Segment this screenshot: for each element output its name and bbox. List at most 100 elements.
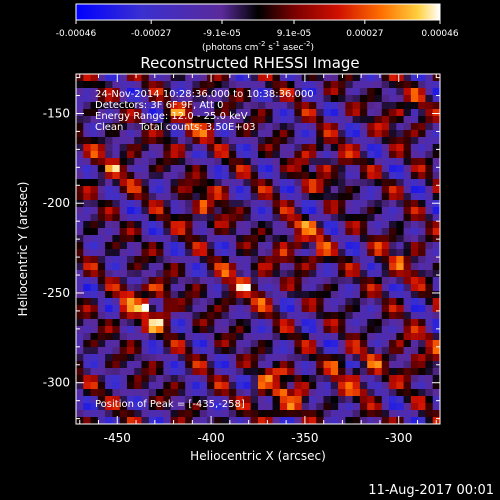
heatmap-cell bbox=[126, 207, 135, 215]
heatmap-cell bbox=[381, 235, 390, 243]
heatmap-cell bbox=[105, 116, 113, 124]
colorbar: -0.00046 -0.00027 -9.1e-05 9.1e-05 0.00027 0.… bbox=[56, 3, 459, 53]
heatmap-cell bbox=[294, 347, 303, 355]
heatmap-cell bbox=[170, 102, 179, 110]
heatmap-cell bbox=[177, 312, 186, 320]
heatmap-cell bbox=[352, 382, 361, 390]
heatmap-cell bbox=[432, 221, 441, 229]
heatmap-cell bbox=[250, 88, 259, 96]
heatmap-cell bbox=[294, 102, 303, 110]
heatmap-cell bbox=[90, 403, 99, 411]
heatmap-cell bbox=[185, 305, 193, 313]
heatmap-cell bbox=[119, 179, 128, 187]
heatmap-cell bbox=[432, 305, 441, 313]
heatmap-cell bbox=[367, 375, 375, 383]
heatmap-cell bbox=[126, 123, 135, 131]
heatmap-cell bbox=[381, 312, 390, 320]
heatmap-cell bbox=[410, 242, 419, 250]
heatmap-cell bbox=[185, 151, 193, 159]
heatmap-cell bbox=[294, 137, 303, 145]
heatmap-cell bbox=[170, 123, 179, 131]
heatmap-cell bbox=[403, 389, 412, 397]
heatmap-cell bbox=[272, 249, 281, 257]
heatmap-cell bbox=[279, 284, 288, 292]
heatmap-cell bbox=[338, 207, 346, 215]
heatmap-cell bbox=[345, 221, 354, 229]
heatmap-cell bbox=[352, 109, 361, 117]
heatmap-cell bbox=[83, 74, 91, 82]
heatmap-cell bbox=[316, 88, 324, 96]
heatmap-cell bbox=[119, 88, 128, 96]
heatmap-cell bbox=[323, 172, 332, 180]
heatmap-cell bbox=[389, 417, 397, 425]
heatmap-cell bbox=[90, 116, 99, 124]
heatmap-cell bbox=[228, 137, 237, 145]
heatmap-cell bbox=[170, 256, 179, 264]
heatmap-cell bbox=[112, 165, 121, 173]
heatmap-cell bbox=[403, 333, 412, 341]
heatmap-cell bbox=[199, 95, 208, 103]
heatmap-cell bbox=[148, 396, 157, 404]
heatmap-cell bbox=[287, 291, 295, 299]
heatmap-cell bbox=[148, 200, 157, 208]
heatmap-cell bbox=[301, 235, 310, 243]
heatmap-cell bbox=[112, 221, 121, 229]
heatmap-cell bbox=[279, 333, 288, 341]
heatmap-cell bbox=[163, 179, 172, 187]
heatmap-cell bbox=[345, 368, 354, 376]
heatmap-cell bbox=[126, 340, 135, 348]
heatmap-cell bbox=[126, 116, 135, 124]
heatmap-cell bbox=[119, 270, 128, 278]
heatmap-cell bbox=[163, 109, 172, 117]
heatmap-cell bbox=[141, 249, 150, 257]
heatmap-cell bbox=[148, 270, 157, 278]
heatmap-cell bbox=[308, 214, 317, 222]
heatmap-cell bbox=[287, 263, 295, 271]
heatmap-cell bbox=[250, 263, 259, 271]
heatmap-cell bbox=[316, 102, 324, 110]
heatmap-cell bbox=[279, 277, 288, 285]
heatmap-cell bbox=[418, 144, 426, 152]
heatmap-cell bbox=[97, 319, 106, 327]
heatmap-cell bbox=[76, 354, 84, 362]
chart-title: Reconstructed RHESSI Image bbox=[140, 54, 359, 72]
heatmap-cell bbox=[141, 130, 150, 138]
heatmap-cell bbox=[432, 382, 441, 390]
heatmap-cell bbox=[425, 319, 434, 327]
heatmap-cell bbox=[83, 256, 91, 264]
colorbar-gradient bbox=[75, 3, 441, 21]
heatmap-cell bbox=[403, 382, 412, 390]
heatmap-cell bbox=[221, 410, 230, 418]
heatmap-cell bbox=[112, 137, 121, 145]
heatmap-cell bbox=[418, 354, 426, 362]
heatmap-cell bbox=[185, 207, 193, 215]
heatmap-cell bbox=[301, 165, 310, 173]
heatmap-cell bbox=[330, 179, 339, 187]
heatmap-cell bbox=[214, 158, 222, 166]
heatmap-cell bbox=[156, 361, 164, 369]
heatmap-cell bbox=[316, 137, 324, 145]
heatmap-cell bbox=[396, 361, 404, 369]
heatmap-cell bbox=[308, 277, 317, 285]
heatmap-cell bbox=[308, 396, 317, 404]
heatmap-cell bbox=[338, 158, 346, 166]
heatmap-cell bbox=[410, 214, 419, 222]
heatmap-cell bbox=[141, 312, 150, 320]
heatmap-cell bbox=[359, 347, 368, 355]
heatmap-cell bbox=[228, 186, 237, 194]
heatmap-cell bbox=[156, 389, 164, 397]
heatmap-cell bbox=[287, 151, 295, 159]
heatmap-cell bbox=[425, 263, 434, 271]
heatmap-cell bbox=[170, 389, 179, 397]
heatmap-cell bbox=[389, 333, 397, 341]
heatmap-cell bbox=[119, 200, 128, 208]
heatmap-cell bbox=[207, 165, 215, 173]
heatmap-cell bbox=[156, 193, 164, 201]
heatmap-cell bbox=[243, 137, 252, 145]
heatmap-cell bbox=[381, 256, 390, 264]
heatmap-cell bbox=[403, 130, 412, 138]
heatmap-cell bbox=[221, 361, 230, 369]
heatmap-cell bbox=[308, 165, 317, 173]
heatmap-cell bbox=[97, 403, 106, 411]
heatmap-cell bbox=[112, 130, 121, 138]
